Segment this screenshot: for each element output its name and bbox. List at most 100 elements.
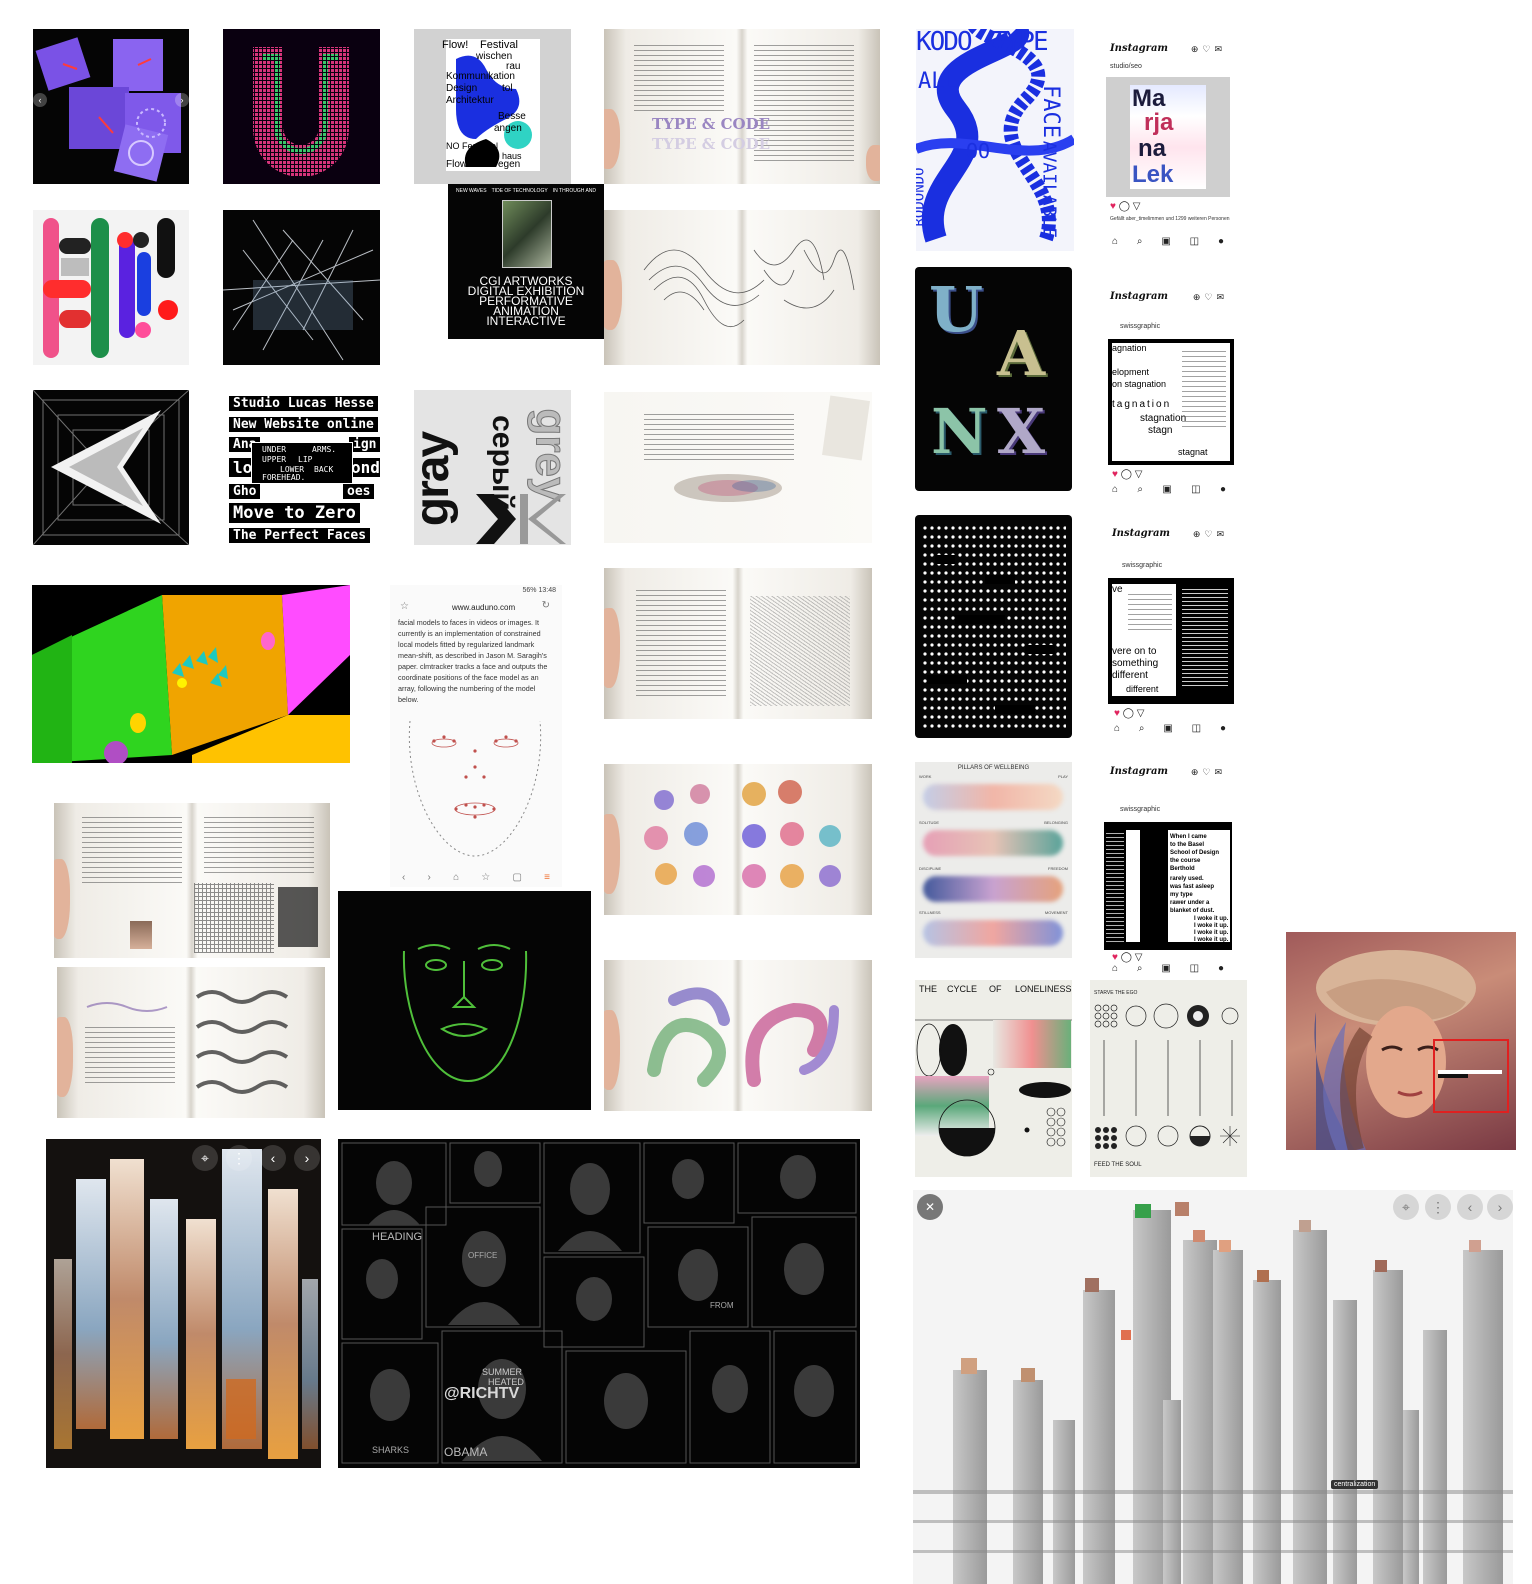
poster-word-4: tagnation xyxy=(1112,399,1171,410)
studio-line-7: Gho xyxy=(229,484,260,499)
instagram-post-2[interactable]: Instagram ⊕♡✉ swissgraphic agnation elop… xyxy=(1104,277,1234,499)
image-tile-portrait-hat[interactable] xyxy=(1286,932,1516,1150)
star-icon[interactable]: ☆ xyxy=(400,601,409,612)
instagram-post-4[interactable]: Instagram ⊕♡✉ swissgraphic When I came t… xyxy=(1104,752,1232,978)
overlay-word-1: UNDER xyxy=(262,445,286,454)
image-tile-purple-clocks[interactable]: ‹ › xyxy=(33,29,189,184)
image-tile-projection-pillars[interactable]: ⌖ ⋮ ‹ › xyxy=(46,1139,321,1468)
instagram-post-1[interactable]: Instagram ⊕♡✉ studio/seo Ma rja na Lek ♥… xyxy=(1104,29,1232,251)
image-tile-starve-the-ego[interactable]: STARVE THE EGO FEED TH xyxy=(1090,980,1247,1177)
image-tile-gray-poster[interactable]: gray серый grey gray xyxy=(414,390,571,545)
instagram-actions[interactable]: ♥ ◯ ▽ xyxy=(1112,469,1142,480)
instagram-bottom-nav[interactable]: ⌂ ⌕ ▣ ◫ ● xyxy=(1114,723,1226,734)
image-tile-flow-festival-poster[interactable]: Flow! Festival wischen rau Kommunikation… xyxy=(414,29,571,184)
centralization-label: centralization xyxy=(1331,1480,1378,1489)
image-tile-book-scribbles[interactable] xyxy=(604,568,872,719)
overlay-word-7: FOREHEAD. xyxy=(262,473,305,482)
next-arrow-icon[interactable]: › xyxy=(1487,1194,1513,1220)
image-tile-glitch-u[interactable] xyxy=(223,29,380,184)
phone-bottom-nav[interactable]: ‹ › ⌂ ☆ ▢ ≡ xyxy=(402,872,550,883)
image-tile-book-face-grid[interactable] xyxy=(54,803,330,958)
kodo-word-5: RODONDO xyxy=(916,167,928,226)
image-tile-book-ribbons[interactable] xyxy=(57,967,325,1118)
instagram-actions[interactable]: ♥ ◯ ▽ xyxy=(1112,952,1142,963)
instagram-header: Instagram ⊕♡✉ xyxy=(1104,29,1232,63)
instagram-bottom-nav[interactable]: ⌂ ⌕ ▣ ◫ ● xyxy=(1112,236,1224,247)
image-tile-pillars-of-wellbeing[interactable]: PILLARS OF WELLBEING WORK PLAY SOLITUDE … xyxy=(915,762,1072,958)
overlay-word-4: LIP xyxy=(298,455,312,464)
tunnel-arrow-art xyxy=(33,390,189,545)
poster-word-5: Berthold xyxy=(1170,866,1195,872)
image-tile-tunnel-arrow[interactable] xyxy=(33,390,189,545)
reload-icon[interactable]: ↻ xyxy=(542,600,550,611)
poster-word-2: vere on to xyxy=(1112,646,1156,657)
image-tile-book-brush-strokes[interactable] xyxy=(604,960,872,1111)
studio-line-10: The Perfect Faces xyxy=(229,528,370,543)
prev-arrow-icon[interactable]: ‹ xyxy=(260,1145,286,1171)
prev-arrow-icon[interactable]: ‹ xyxy=(1457,1194,1483,1220)
instagram-account[interactable]: swissgraphic xyxy=(1122,562,1162,569)
poster-word-2: elopment xyxy=(1112,367,1149,377)
instagram-bottom-nav[interactable]: ⌂ ⌕ ▣ ◫ ● xyxy=(1112,963,1224,974)
screenshot-icon[interactable]: ⌖ xyxy=(192,1145,218,1171)
festival-word-8: Architektur xyxy=(446,95,494,106)
ink-drawings xyxy=(604,210,880,365)
image-tile-book-ink-fish[interactable] xyxy=(604,210,880,365)
image-tile-data-city[interactable]: centralization ✕ ⌖ ⋮ ‹ › xyxy=(913,1190,1513,1584)
poster-body-text xyxy=(1106,832,1124,942)
instagram-account[interactable]: swissgraphic xyxy=(1120,323,1160,330)
face-wall-word-1: HEADING xyxy=(372,1231,422,1243)
image-tile-face-tracking-green[interactable] xyxy=(338,891,591,1110)
image-tile-text-face-wall[interactable]: HEADING OFFICE SUMMER HEATED @RICHTV OBA… xyxy=(338,1139,860,1468)
image-tile-studio-lucas-hesse[interactable]: Studio Lucas Hesse New Website online An… xyxy=(223,390,380,545)
studio-line-8: oes xyxy=(343,484,374,499)
more-options-icon[interactable]: ⋮ xyxy=(226,1145,252,1171)
text-face-wall-art xyxy=(338,1139,860,1468)
image-tile-cycle-of-loneliness[interactable]: THE CYCLE OF LONELINESS xyxy=(915,980,1072,1177)
poster-word-8: my type xyxy=(1170,892,1193,898)
image-tile-phone-article[interactable]: 56% 13:48 www.auduno.com ☆ ↻ facial mode… xyxy=(390,585,562,887)
cycle-shapes xyxy=(915,980,1072,1177)
close-icon[interactable]: ✕ xyxy=(917,1194,943,1220)
instagram-header-icons[interactable]: ⊕♡✉ xyxy=(1193,529,1228,540)
image-tile-cgi-artworks-poster[interactable]: NEW WAVES TIDE OF TECHNOLOGY IN THROUGH … xyxy=(448,184,604,339)
poster-word-3: on stagnation xyxy=(1112,379,1166,389)
instagram-bottom-nav[interactable]: ⌂ ⌕ ▣ ◫ ● xyxy=(1112,484,1226,495)
image-tile-book-color-circles[interactable] xyxy=(604,764,872,915)
instagram-header-icons[interactable]: ⊕♡✉ xyxy=(1191,44,1226,55)
book-text-lines xyxy=(85,1023,175,1083)
instagram-account[interactable]: studio/seo xyxy=(1110,63,1142,70)
bubble-letter-4: X xyxy=(997,395,1045,468)
instagram-actions[interactable]: ♥ ◯ ▽ xyxy=(1110,201,1140,212)
next-arrow-icon[interactable]: › xyxy=(175,93,189,107)
image-tile-hi-shapes[interactable] xyxy=(33,210,189,365)
image-tile-book-dots[interactable] xyxy=(604,392,872,543)
pixel-face-grid xyxy=(194,883,274,953)
cgi-nav-2: TIDE OF TECHNOLOGY xyxy=(492,188,548,194)
image-tile-dot-matrix[interactable] xyxy=(915,515,1072,738)
image-tile-light-structure[interactable] xyxy=(223,210,380,365)
image-tile-isometric-rooms[interactable] xyxy=(32,585,350,763)
face-wall-word-7: SHARKS xyxy=(372,1445,409,1455)
next-arrow-icon[interactable]: › xyxy=(294,1145,320,1171)
instagram-account[interactable]: swissgraphic xyxy=(1120,806,1160,813)
phone-url-bar[interactable]: www.auduno.com xyxy=(452,603,515,612)
instagram-actions[interactable]: ♥ ◯ ▽ xyxy=(1114,708,1144,719)
overlay-word-6: BACK xyxy=(314,465,333,474)
image-tile-bubble-letters[interactable]: U A N X xyxy=(915,267,1072,491)
image-tile-book-type-code[interactable]: TYPE & CODE TYPE & CODE xyxy=(604,29,880,184)
face-wall-word-5: @RICHTV xyxy=(444,1385,519,1403)
instagram-post-3[interactable]: Instagram ⊕♡✉ swissgraphic ve vere on to… xyxy=(1106,514,1234,738)
poster-body-text xyxy=(1128,590,1172,630)
image-tile-kodo-typeface-poster[interactable]: KODO TYPE FACE AVAILABLE RODONDO ALL OO xyxy=(916,29,1074,251)
instagram-header-icons[interactable]: ⊕♡✉ xyxy=(1191,767,1226,778)
screenshot-icon[interactable]: ⌖ xyxy=(1393,1194,1419,1220)
festival-word-5: Kommunikation xyxy=(446,71,515,82)
more-options-icon[interactable]: ⋮ xyxy=(1425,1194,1451,1220)
prev-arrow-icon[interactable]: ‹ xyxy=(33,93,47,107)
color-circles-art xyxy=(604,764,872,915)
poster-word-3: na xyxy=(1138,135,1166,163)
poster-word-5: stagnation xyxy=(1140,413,1186,424)
instagram-header-icons[interactable]: ⊕♡✉ xyxy=(1193,292,1228,303)
hatch-drawing xyxy=(750,596,850,706)
